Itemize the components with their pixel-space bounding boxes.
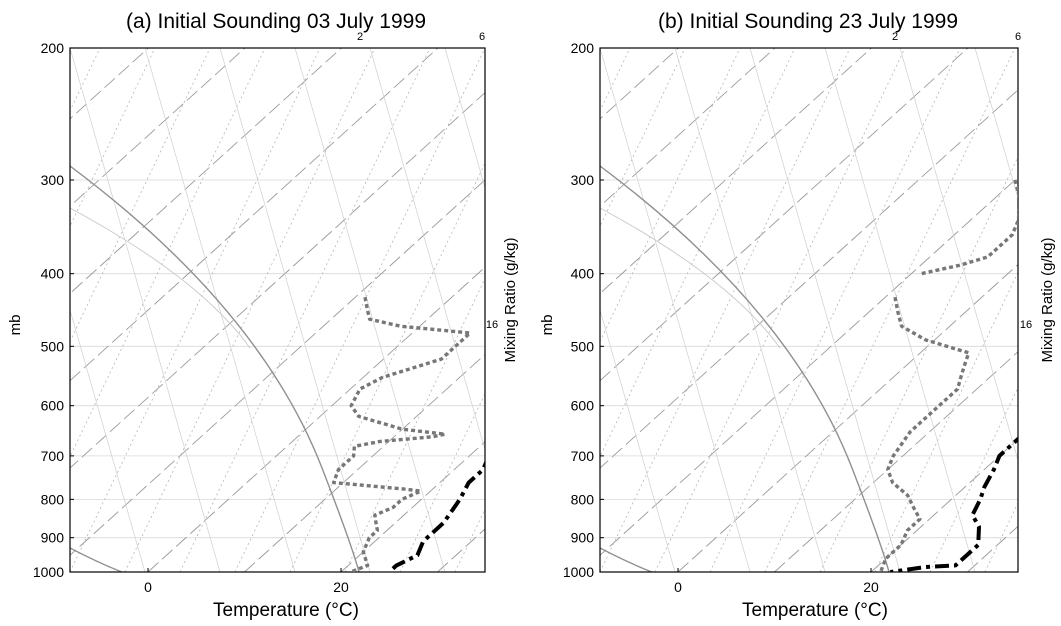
mixing-ratio-line: [234, 48, 485, 572]
dewpoint-profile: [920, 179, 1018, 276]
y-tick-label: 600: [571, 398, 595, 414]
isotherm-line: [600, 48, 776, 207]
y-tick-label: 200: [41, 40, 65, 56]
x-tick-label: 20: [333, 579, 349, 595]
background-lines: [70, 48, 485, 572]
x-tick-label: 0: [674, 579, 682, 595]
temperature-profile: [387, 459, 485, 572]
y-tick-label: 1000: [563, 564, 594, 580]
mixing-ratio-line: [654, 48, 906, 572]
y-tick-label: 400: [571, 266, 595, 282]
plot-frame: [599, 47, 1019, 573]
dry-adiabat-line: [70, 48, 221, 572]
mixing-ratio-line: [764, 48, 1016, 572]
isotherm-line: [70, 48, 439, 382]
isotherm-line: [600, 89, 1018, 469]
chart-title: (b) Initial Sounding 23 July 1999: [658, 10, 958, 33]
dewpoint-profile: [331, 296, 472, 572]
y-tick-label: 800: [571, 491, 595, 507]
mixing-ratio-line: [929, 386, 1018, 572]
moist-adiabat-line: [600, 165, 890, 572]
dry-adiabat-line: [294, 48, 446, 572]
dry-adiabat-line: [824, 48, 976, 572]
isotherm-line: [677, 263, 1018, 572]
y-tick-label: 600: [41, 398, 65, 414]
mixing-ratio-label: 6: [479, 31, 485, 43]
dry-adiabat-line: [600, 308, 676, 572]
mixing-ratio-line: [399, 392, 485, 572]
isotherm-line: [600, 48, 969, 382]
mixing-ratio-label: 2: [892, 31, 898, 43]
moist-adiabat-line: [600, 547, 655, 572]
dry-adiabat-line: [369, 48, 485, 452]
dry-adiabat-line: [749, 48, 901, 572]
y-tick-label: 200: [571, 40, 595, 56]
isotherm-line: [70, 48, 246, 207]
y-tick-label: 800: [41, 491, 65, 507]
mixing-ratio-axis-label: Mixing Ratio (g/kg): [1039, 237, 1056, 362]
moist-adiabat-line: [600, 207, 781, 349]
mixing-ratio-line: [124, 48, 376, 572]
dry-adiabat-line: [899, 48, 1018, 462]
isotherm-line: [70, 92, 485, 469]
y-tick-label: 300: [571, 172, 595, 188]
mixing-ratio-line: [70, 48, 321, 572]
mixing-ratio-label: 16: [1020, 319, 1032, 331]
y-tick-label: 1000: [33, 564, 64, 580]
mixing-ratio-line: [709, 48, 961, 572]
x-tick-label: 0: [144, 579, 152, 595]
temperature-profile: [890, 436, 1018, 572]
mixing-ratio-line: [344, 277, 485, 572]
mixing-ratio-line: [600, 48, 851, 572]
isotherm-line: [147, 266, 485, 572]
y-axis-label: mb: [539, 315, 556, 336]
dry-adiabat-line: [444, 48, 485, 190]
mixing-ratio-label: 2: [357, 31, 363, 43]
y-tick-label: 500: [41, 338, 65, 354]
dewpoint-profile: [879, 296, 971, 572]
y-tick-label: 900: [571, 530, 595, 546]
chart-title: (a) Initial Sounding 03 July 1999: [126, 10, 426, 33]
background-lines: [600, 48, 1018, 572]
panel-a: 200 300 400 500 600 700 800 900 1000 0 20 2 6 16 (a) I…: [7, 10, 519, 621]
mixing-ratio-line: [819, 156, 1018, 572]
panel-b: 200 300 400 500 600 700 800 900 1000 0 20 2 6 16 (b) I…: [539, 10, 1056, 621]
mixing-ratio-label: 6: [1015, 31, 1021, 43]
mixing-ratio-line: [600, 48, 796, 458]
mixing-ratio-line: [600, 48, 741, 343]
dry-adiabat-line: [974, 48, 1018, 200]
x-axis-label: Temperature (°C): [213, 600, 359, 621]
y-tick-label: 700: [571, 448, 595, 464]
mixing-ratio-line: [70, 48, 266, 458]
isotherm-line: [600, 176, 1018, 556]
mixing-ratio-line: [70, 48, 211, 343]
mixing-ratio-line: [874, 271, 1018, 572]
x-tick-label: 20: [863, 579, 879, 595]
dry-adiabat-line: [144, 48, 296, 572]
y-tick-label: 300: [41, 172, 65, 188]
mixing-ratio-line: [179, 48, 431, 572]
mixing-ratio-label: 16: [486, 319, 498, 331]
moist-adiabat-line: [70, 207, 251, 349]
isotherm-line: [70, 179, 485, 556]
mixing-ratio-axis-label: Mixing Ratio (g/kg): [502, 237, 519, 362]
y-tick-label: 500: [571, 338, 595, 354]
y-tick-label: 400: [41, 266, 65, 282]
moist-adiabat-line: [70, 547, 125, 572]
x-axis-label: Temperature (°C): [742, 600, 888, 621]
dry-adiabat-line: [70, 308, 146, 572]
moist-adiabat-line: [70, 165, 360, 572]
y-axis-label: mb: [7, 315, 24, 336]
mixing-ratio-line: [289, 162, 485, 572]
y-tick-label: 900: [41, 530, 65, 546]
dry-adiabat-line: [219, 48, 371, 572]
dry-adiabat-line: [600, 48, 751, 572]
dry-adiabat-line: [674, 48, 826, 572]
y-tick-label: 700: [41, 448, 65, 464]
plot-frame: [69, 47, 486, 573]
